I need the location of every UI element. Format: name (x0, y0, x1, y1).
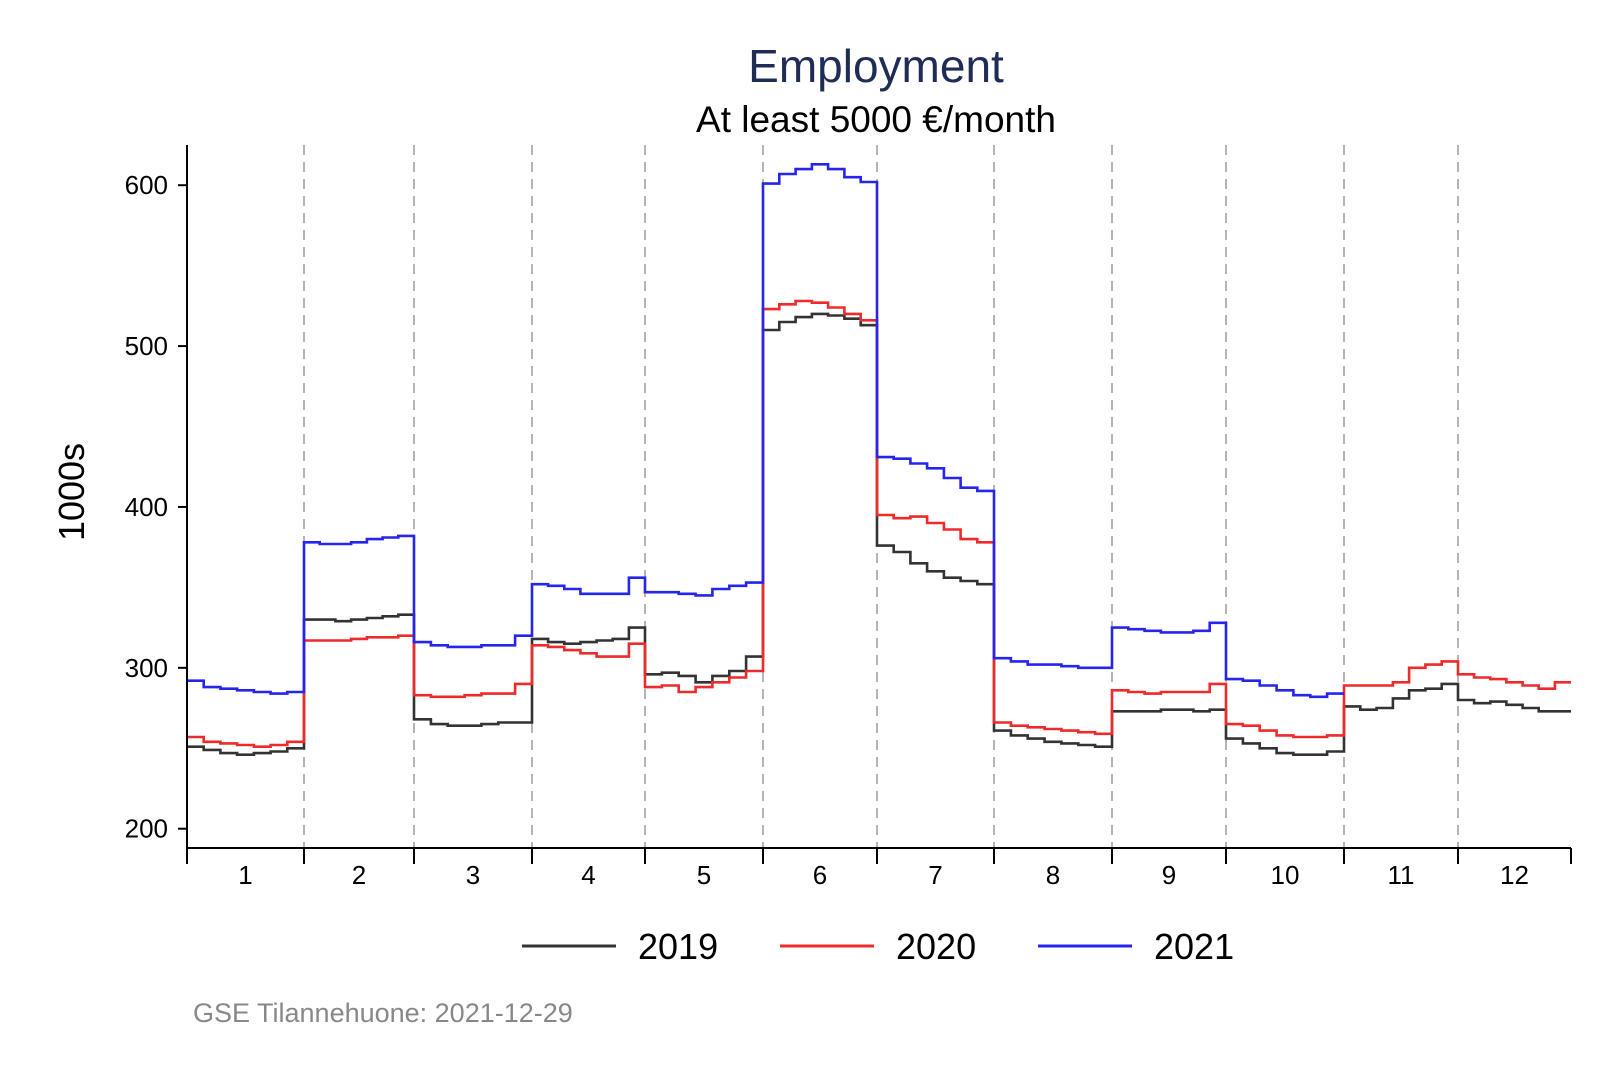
x-tick-label: 9 (1162, 860, 1176, 890)
y-tick-label: 600 (125, 170, 168, 200)
series-lines (187, 163, 1571, 756)
y-tick-label: 400 (125, 492, 168, 522)
x-tick-label: 7 (928, 860, 942, 890)
x-tick-label: 3 (466, 860, 480, 890)
y-tick-label: 200 (125, 814, 168, 844)
x-tick-label: 10 (1271, 860, 1300, 890)
chart-title: Employment (748, 40, 1004, 92)
series-line-2021 (187, 163, 1344, 699)
legend: 2019 2020 2021 (522, 926, 1234, 967)
y-tick-label: 500 (125, 331, 168, 361)
x-tick-label: 6 (813, 860, 827, 890)
x-tick-label: 5 (697, 860, 711, 890)
x-tick-label: 1 (238, 860, 252, 890)
source-note: GSE Tilannehuone: 2021-12-29 (193, 998, 573, 1028)
month-separators (303, 145, 1459, 848)
legend-label-2019: 2019 (638, 926, 718, 967)
series-line-2020 (187, 299, 1571, 748)
y-tick-label: 300 (125, 653, 168, 683)
y-axis-label: 1000s (51, 443, 92, 541)
legend-label-2020: 2020 (896, 926, 976, 967)
x-tick-label: 12 (1500, 860, 1529, 890)
chart-subtitle: At least 5000 €/month (696, 99, 1056, 140)
x-tick-label: 11 (1388, 860, 1415, 890)
legend-label-2021: 2021 (1154, 926, 1234, 967)
x-tick-label: 4 (581, 860, 595, 890)
series-line-2019 (187, 312, 1571, 756)
x-tick-label: 8 (1046, 860, 1060, 890)
x-tick-label: 2 (352, 860, 366, 890)
